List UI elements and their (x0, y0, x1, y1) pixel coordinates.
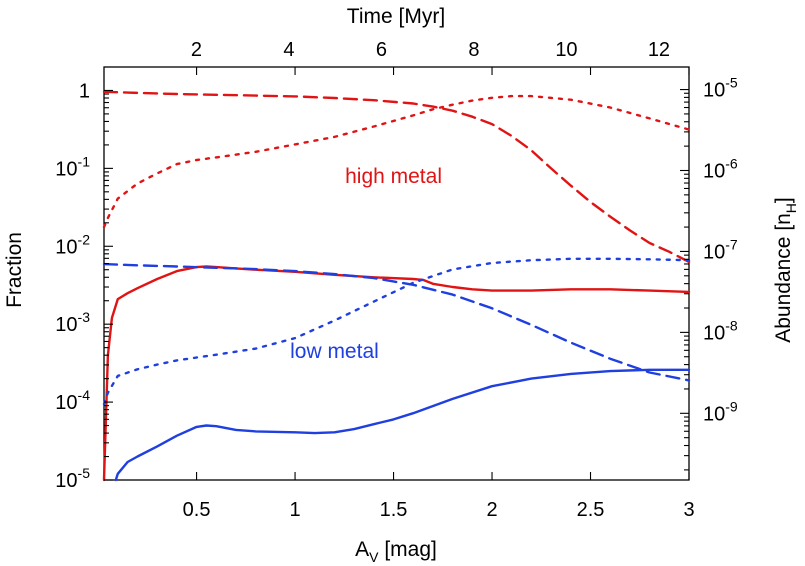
y-tick-label: 10-1 (55, 153, 90, 180)
y2-tick-label: 10-5 (703, 75, 738, 102)
series-layer (102, 90, 691, 482)
x2-tick-label: 4 (283, 39, 294, 61)
x-tick-label: 3 (683, 499, 694, 521)
x-tick-label: 1 (289, 499, 300, 521)
series-line-low-metal-abundance (102, 257, 691, 406)
y2-axis-title: Abundance [nH] (772, 197, 799, 343)
x-tick-label: 0.5 (183, 499, 211, 521)
x2-tick-label: 10 (555, 39, 577, 61)
y-tick-label: 10-4 (55, 387, 90, 414)
y-tick-label: 10-2 (55, 231, 90, 258)
y2-tick-label: 10-7 (703, 236, 738, 263)
y-axis-title: Fraction (3, 232, 26, 308)
series-line-low-metal-solid (114, 368, 691, 482)
x2-axis-title: Time [Myr] (347, 5, 445, 28)
y-tick-label: 10-5 (55, 465, 90, 492)
x2-tick-label: 8 (468, 39, 479, 61)
annotation-low-metal: low metal (290, 340, 379, 363)
ticks-layer: 0.5 1 1.5 2 2.5 3 2 4 6 8 10 12 1 10-1 10-2 10-3 10-4 10-… (55, 39, 738, 521)
plot-frame (103, 66, 690, 481)
series-line-high-metal-fraction (102, 90, 691, 264)
y2-tick-label: 10-8 (703, 317, 738, 344)
y2-tick-label: 10-9 (703, 398, 738, 425)
y-tick-label: 1 (79, 80, 90, 102)
x-tick-label: 1.5 (380, 499, 408, 521)
series-line-low-metal-fraction (102, 262, 691, 382)
x2-tick-label: 12 (648, 39, 670, 61)
series-line-high-metal-abundance (102, 94, 691, 229)
y-tick-label: 10-3 (55, 309, 90, 336)
y2-tick-label: 10-6 (703, 155, 738, 182)
x2-tick-label: 6 (376, 39, 387, 61)
series-line-high-metal-solid (102, 265, 691, 482)
x-axis-title: AV [mag] (355, 538, 437, 565)
annotation-high-metal: high metal (345, 165, 442, 188)
x-tick-label: 2 (486, 499, 497, 521)
x2-tick-label: 2 (191, 39, 202, 61)
x-tick-label: 2.5 (577, 499, 605, 521)
